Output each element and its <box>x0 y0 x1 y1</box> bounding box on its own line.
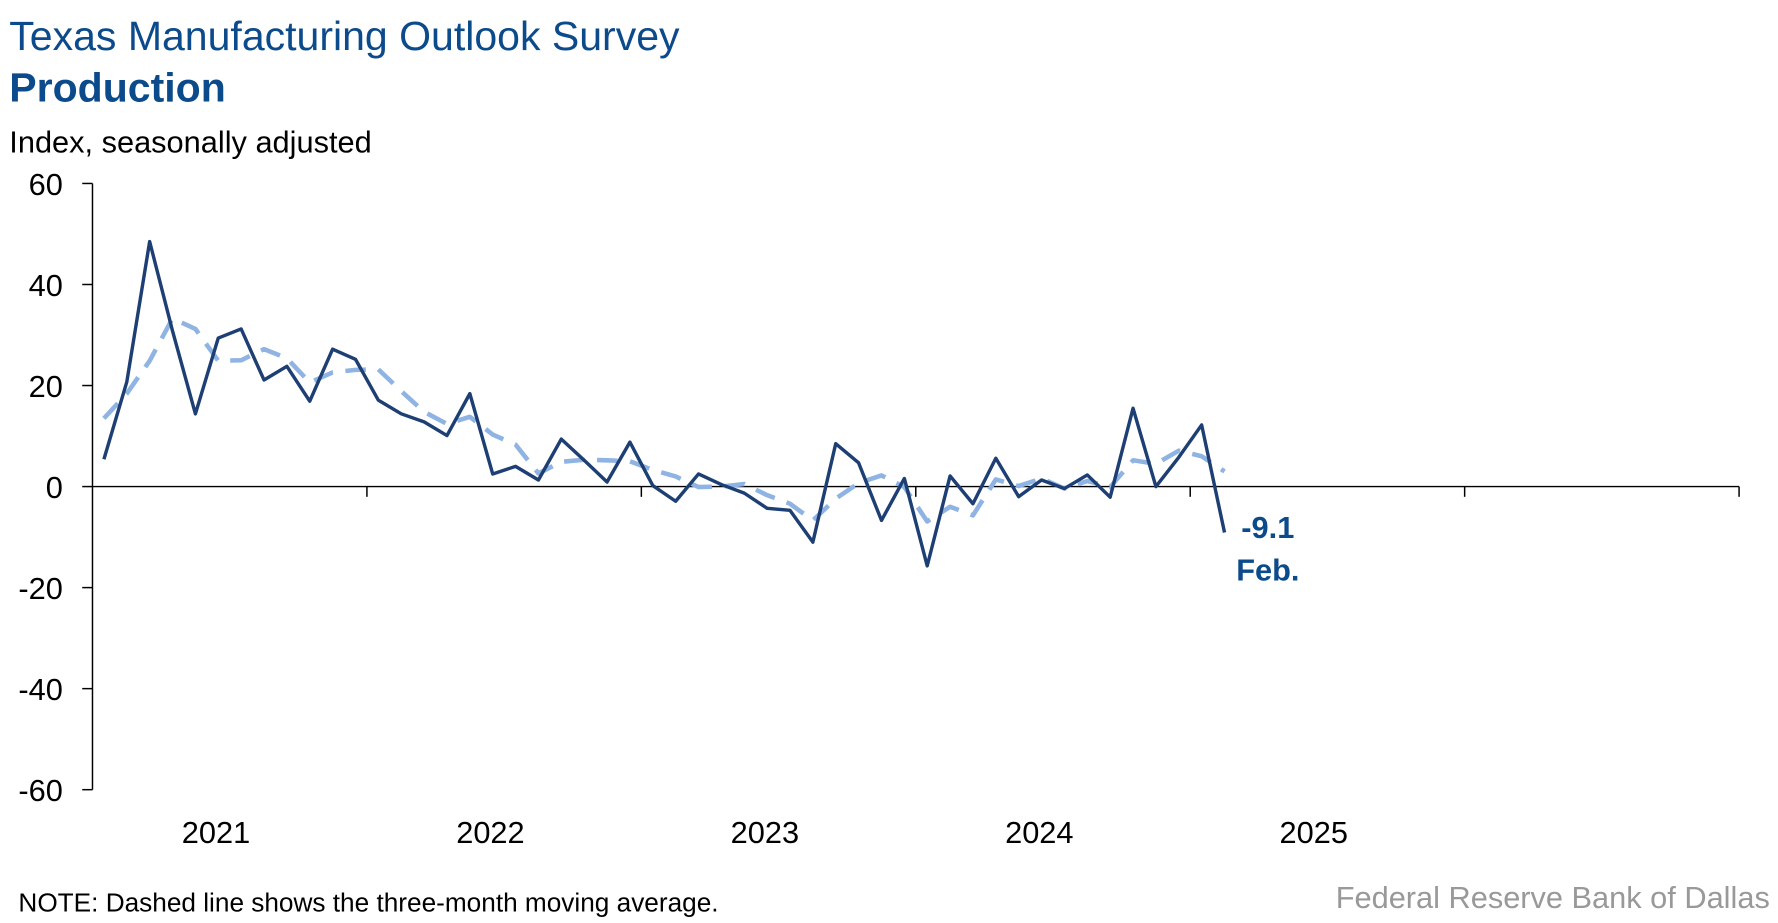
chart-title: Texas Manufacturing Outlook Survey <box>9 13 680 59</box>
y-tick-label: -20 <box>18 571 62 606</box>
chart-subtitle: Production <box>9 64 225 110</box>
moving-average-line <box>102 316 1226 524</box>
series-line <box>102 239 1227 568</box>
y-tick-label: 40 <box>29 268 63 303</box>
annotation: Feb. <box>1236 552 1299 587</box>
source: Federal Reserve Bank of Dallas <box>1336 880 1770 915</box>
x-tick-label: 2022 <box>456 815 524 850</box>
data-label: -9.1 <box>1241 510 1294 545</box>
y-tick-label: -40 <box>18 672 62 707</box>
x-tick-label: 2025 <box>1280 815 1348 850</box>
x-tick-label: 2023 <box>731 815 799 850</box>
x-tick-label: 2024 <box>1005 815 1073 850</box>
y-tick-label: 0 <box>46 470 63 505</box>
y-tick-label: 20 <box>29 369 63 404</box>
y-tick-label: -60 <box>18 773 62 808</box>
y-tick-label: 60 <box>29 167 63 202</box>
y-axis-label: Index, seasonally adjusted <box>9 125 371 160</box>
note: NOTE: Dashed line shows the three-month … <box>18 888 718 918</box>
x-tick-label: 2021 <box>182 815 250 850</box>
